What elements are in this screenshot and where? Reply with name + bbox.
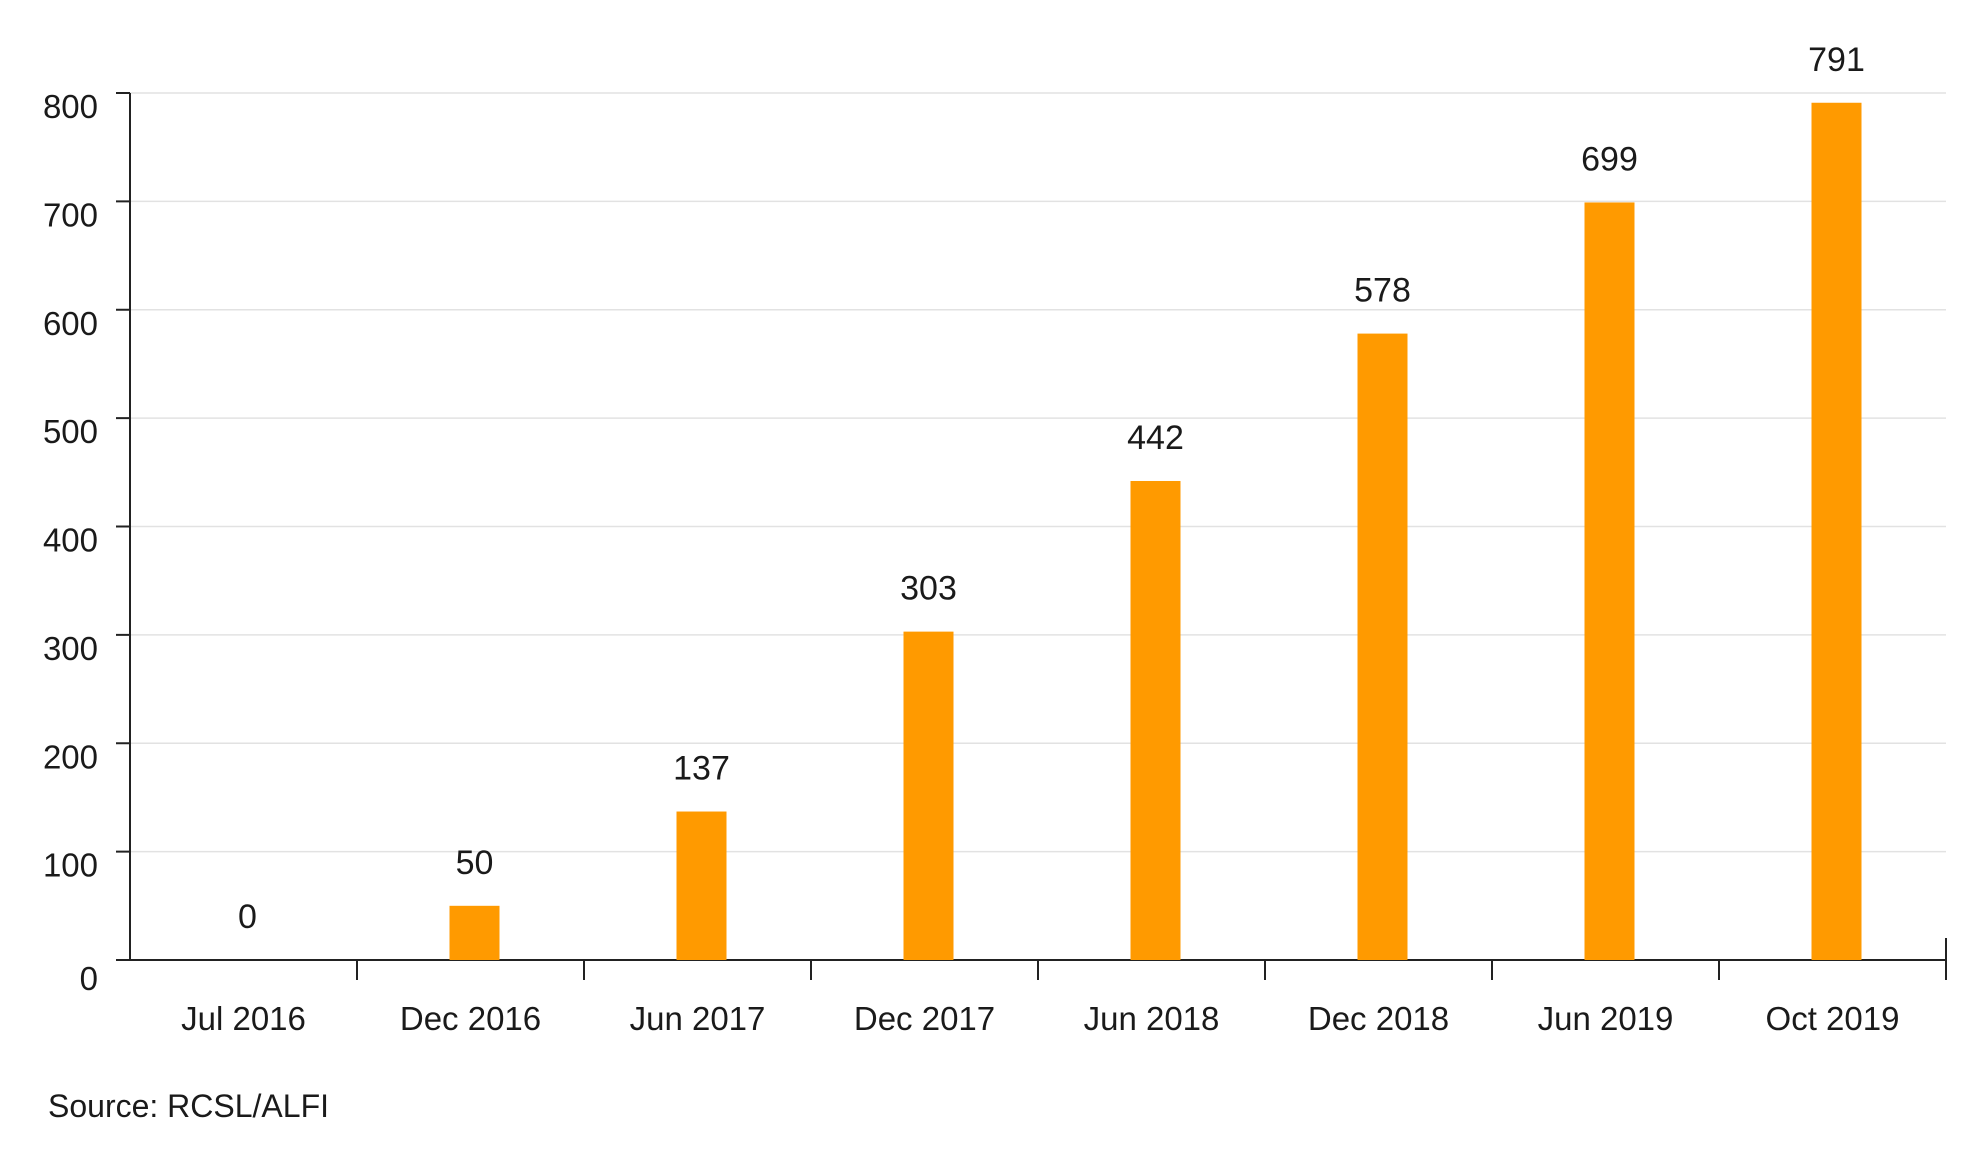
- x-tick-label: Dec 2016: [400, 1000, 541, 1037]
- bar: [1584, 202, 1635, 961]
- data-label: 303: [900, 570, 957, 608]
- data-label: 50: [456, 844, 494, 882]
- y-tick-label: 0: [80, 960, 98, 997]
- y-tick-label: 800: [43, 88, 98, 125]
- x-tick-label: Jul 2016: [181, 1000, 306, 1037]
- bar: [1811, 102, 1862, 960]
- x-tick-label: Dec 2017: [854, 1000, 995, 1037]
- bar: [676, 811, 727, 960]
- data-label: 442: [1127, 419, 1184, 457]
- x-tick-label: Jun 2017: [630, 1000, 766, 1037]
- bar: [1357, 333, 1408, 960]
- data-label: 137: [673, 750, 730, 788]
- data-label: 791: [1808, 41, 1865, 79]
- bar: [903, 631, 954, 960]
- y-tick-label: 200: [43, 738, 98, 775]
- data-label: 0: [238, 898, 257, 936]
- y-tick-label: 100: [43, 847, 98, 884]
- y-tick-label: 400: [43, 522, 98, 559]
- bar: [449, 905, 500, 960]
- x-tick-label: Dec 2018: [1308, 1000, 1449, 1037]
- x-tick-label: Jun 2019: [1538, 1000, 1674, 1037]
- y-tick-label: 500: [43, 413, 98, 450]
- x-tick-label: Oct 2019: [1766, 1000, 1900, 1037]
- source-note: Source: RCSL/ALFI: [48, 1088, 329, 1124]
- y-tick-label: 600: [43, 305, 98, 342]
- x-tick-label: Jun 2018: [1084, 1000, 1220, 1037]
- bar: [1130, 480, 1181, 960]
- data-label: 699: [1581, 140, 1638, 178]
- y-tick-label: 700: [43, 196, 98, 233]
- data-label: 578: [1354, 272, 1411, 310]
- y-tick-label: 300: [43, 630, 98, 667]
